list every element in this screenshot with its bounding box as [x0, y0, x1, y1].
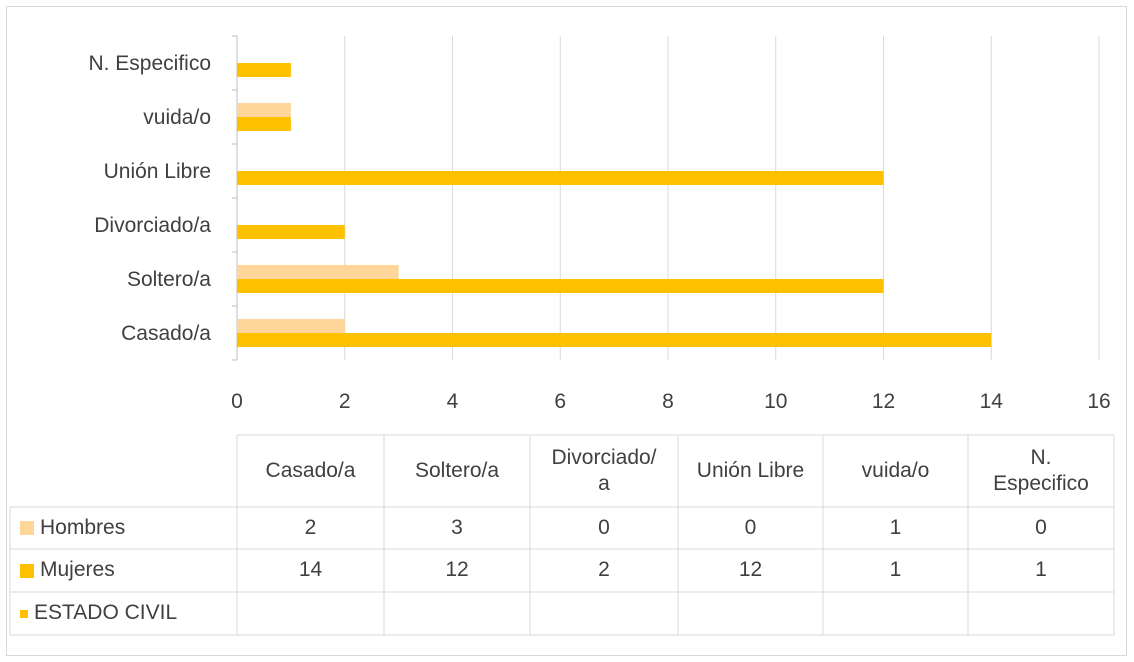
- bar-mujeres: [237, 63, 291, 77]
- bar-mujeres: [237, 117, 291, 131]
- bar-hombres: [237, 103, 291, 117]
- bar-mujeres: [237, 333, 992, 347]
- x-tick-label: 10: [764, 390, 787, 413]
- bar-mujeres: [237, 171, 884, 185]
- category-label: Unión Libre: [104, 160, 211, 183]
- bar-mujeres: [237, 279, 884, 293]
- bar-hombres: [237, 319, 345, 333]
- category-label: Divorciado/a: [94, 214, 211, 237]
- bar-hombres: [237, 265, 399, 279]
- x-tick-label: 2: [339, 390, 351, 413]
- x-tick-label: 12: [872, 390, 895, 413]
- category-label: N. Especifico: [88, 52, 211, 75]
- chart-frame: [6, 6, 1127, 656]
- category-label: Soltero/a: [127, 268, 211, 291]
- x-tick-label: 6: [554, 390, 566, 413]
- x-tick-label: 14: [980, 390, 1004, 413]
- category-label: vuida/o: [143, 106, 211, 129]
- category-label: Casado/a: [121, 322, 211, 345]
- bar-mujeres: [237, 225, 345, 239]
- x-tick-label: 16: [1087, 390, 1110, 413]
- x-tick-label: 4: [447, 390, 459, 413]
- x-tick-label: 0: [231, 390, 243, 413]
- x-tick-label: 8: [662, 390, 674, 413]
